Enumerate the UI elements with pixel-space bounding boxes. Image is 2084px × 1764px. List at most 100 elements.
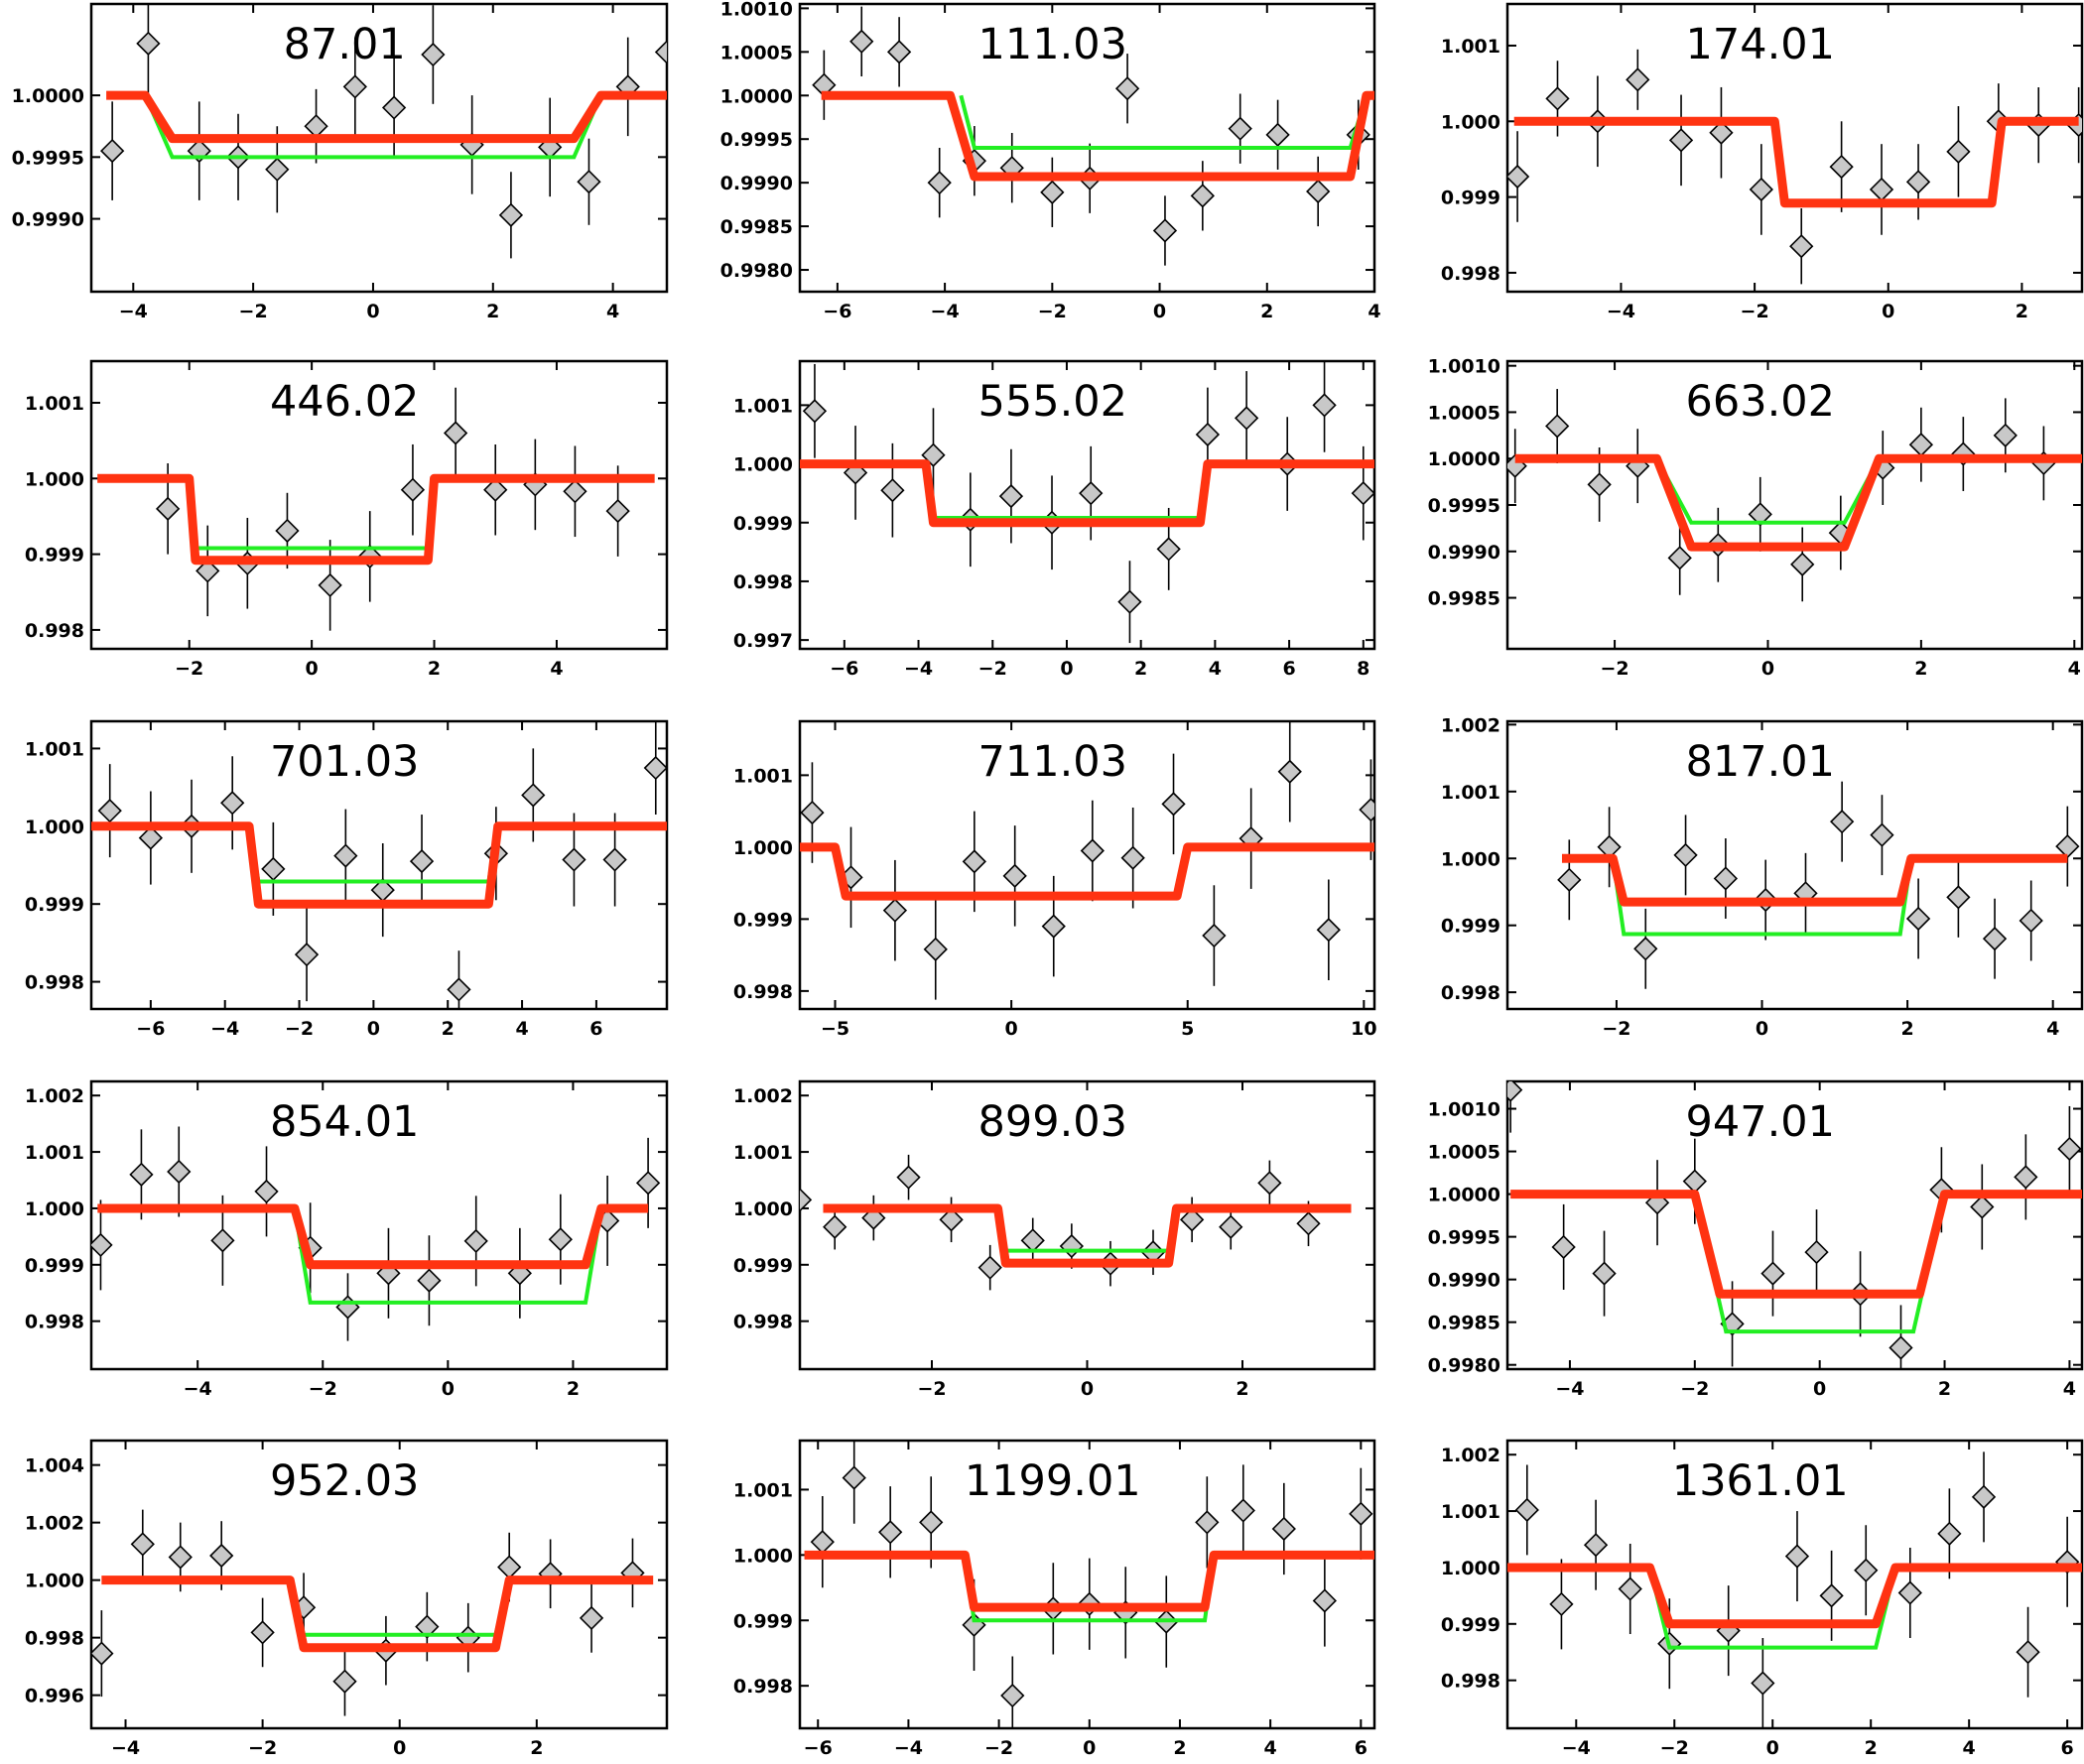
y-tick-label: 0.9995 <box>1428 1227 1500 1249</box>
model-green-line <box>924 463 1210 521</box>
x-tick-label: −2 <box>1602 1018 1630 1040</box>
y-tick-label: 1.001 <box>733 1479 793 1501</box>
x-tick-label: −4 <box>184 1378 212 1400</box>
data-point <box>1905 170 1931 194</box>
data-point <box>1937 1521 1962 1546</box>
x-tick-label: 4 <box>1963 1737 1976 1759</box>
y-tick-label: 1.000 <box>25 1571 84 1592</box>
data-point <box>1748 502 1772 527</box>
panel-title: 663.02 <box>1686 377 1835 427</box>
panel-1361.01: −4 −2 0 2 4 6 0.998 0.999 1.000 1.001 1.002 1361.01 <box>1441 1439 2084 1759</box>
data-point <box>1296 1211 1321 1236</box>
data-point <box>483 477 508 502</box>
data-point <box>1312 1588 1337 1613</box>
model-red-line <box>800 459 1374 528</box>
data-point <box>1257 1171 1282 1196</box>
data-point <box>896 1165 921 1190</box>
data-point <box>129 1162 154 1187</box>
data-point <box>802 399 828 424</box>
y-tick-label: 0.998 <box>25 1628 84 1650</box>
data-point <box>1114 76 1140 101</box>
data-point <box>210 1228 235 1253</box>
data-point <box>443 421 468 445</box>
y-tick-label: 0.999 <box>733 1255 793 1277</box>
model-red-line <box>1514 453 2082 552</box>
y-tick-label: 0.999 <box>25 894 84 916</box>
y-tick-label: 1.0000 <box>720 85 793 107</box>
data-point <box>923 937 948 961</box>
x-tick-label: −4 <box>894 1737 923 1759</box>
data-point <box>605 498 630 524</box>
data-point <box>2019 908 2043 934</box>
data-point <box>1557 867 1582 892</box>
panel-title: 947.01 <box>1686 1097 1835 1147</box>
x-tick-label: 2 <box>486 301 499 322</box>
data-point <box>447 977 471 1002</box>
data-point <box>1312 393 1337 418</box>
x-tick-label: −2 <box>984 1737 1013 1759</box>
model-red-line <box>97 1203 649 1270</box>
plot-area <box>800 1154 1352 1291</box>
data-point <box>1507 164 1530 189</box>
data-point <box>1549 1591 1574 1617</box>
data-point <box>635 1171 661 1196</box>
panel-title: 555.02 <box>978 377 1127 427</box>
y-tick-label: 1.0000 <box>1428 448 1500 470</box>
data-point <box>1971 1484 1997 1509</box>
panel-446.02: −2 0 2 4 0.998 0.999 1.000 1.001 446.02 <box>25 359 669 680</box>
data-point <box>1905 906 1931 932</box>
x-tick-label: −4 <box>931 301 960 322</box>
data-point <box>1195 1510 1220 1535</box>
data-point <box>1059 1233 1084 1259</box>
y-tick-label: 0.998 <box>1441 263 1500 285</box>
data-point <box>1265 122 1290 147</box>
plot-area <box>800 361 1374 644</box>
y-tick-label: 1.0000 <box>12 85 84 107</box>
model-red-line <box>804 1550 1374 1612</box>
data-point <box>168 1545 193 1570</box>
data-point <box>1190 184 1215 208</box>
model-red-line <box>1507 1563 2082 1629</box>
data-point <box>1946 139 1971 164</box>
data-point <box>1626 67 1650 92</box>
data-point <box>1784 1544 1810 1569</box>
data-point <box>1908 433 1934 457</box>
panel-817.01: −2 0 2 4 0.998 0.999 1.000 1.001 1.002 817.01 <box>1441 714 2084 1040</box>
data-point <box>1668 128 1694 153</box>
data-point <box>1080 838 1105 863</box>
plot-area <box>800 721 1374 1000</box>
data-point <box>1079 481 1104 506</box>
x-tick-label: −4 <box>111 1737 140 1759</box>
x-tick-label: 4 <box>606 301 619 322</box>
data-point <box>1277 759 1302 784</box>
plot-area <box>812 6 1374 266</box>
panel-title: 817.01 <box>1686 737 1835 787</box>
data-point <box>1790 552 1815 577</box>
data-point <box>962 849 986 874</box>
x-tick-label: 6 <box>2061 1737 2074 1759</box>
panel-711.03: −5 0 5 10 0.998 0.999 1.000 1.001 711.03 <box>733 719 1377 1040</box>
plot-frame <box>798 1439 1376 1730</box>
y-tick-label: 1.001 <box>1441 782 1500 804</box>
y-tick-label: 0.997 <box>733 630 793 652</box>
y-tick-label: 0.998 <box>1441 982 1500 1004</box>
y-tick-label: 0.998 <box>25 972 84 994</box>
plot-area <box>1507 1451 2082 1728</box>
y-tick-label: 0.998 <box>733 981 793 1003</box>
x-tick-label: −4 <box>904 658 933 680</box>
data-point <box>1583 1533 1609 1558</box>
data-point <box>250 1620 275 1645</box>
data-point <box>842 1465 866 1490</box>
data-point <box>927 171 952 195</box>
data-point <box>2016 1640 2040 1665</box>
y-tick-label: 1.001 <box>733 395 793 417</box>
data-point <box>1869 177 1894 202</box>
y-tick-label: 1.0000 <box>1428 1185 1500 1206</box>
data-point <box>1507 1081 1523 1102</box>
y-tick-label: 0.998 <box>733 571 793 593</box>
x-tick-label: −2 <box>285 1018 314 1040</box>
y-tick-label: 0.998 <box>733 1312 793 1333</box>
panel-title: 174.01 <box>1686 20 1835 69</box>
x-tick-label: −2 <box>175 658 203 680</box>
